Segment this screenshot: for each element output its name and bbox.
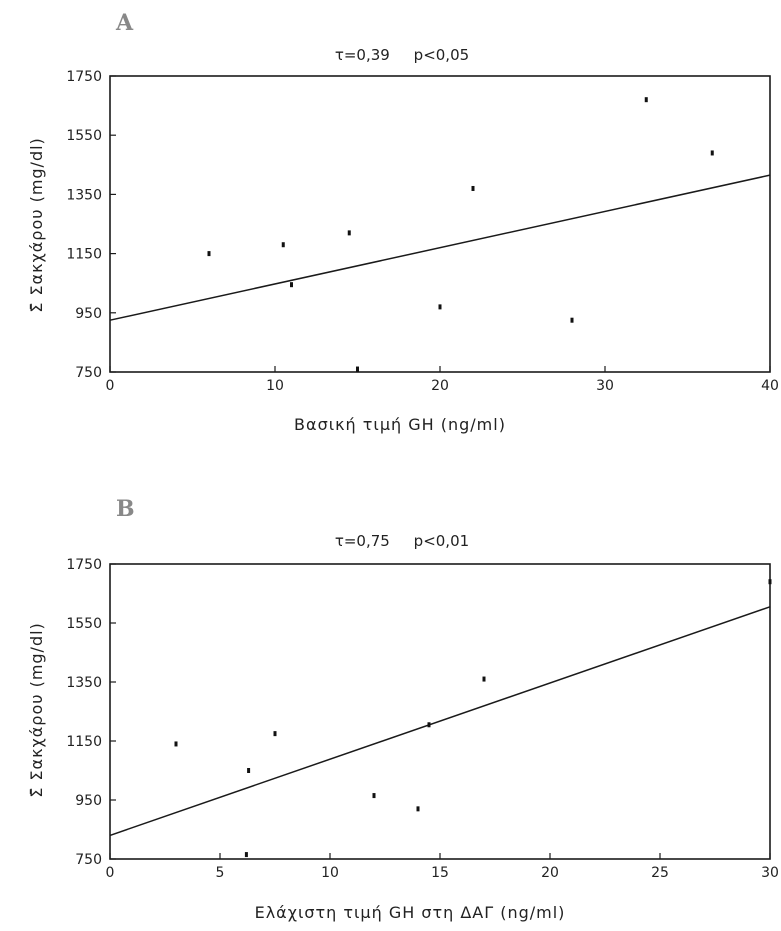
data-point-b xyxy=(416,806,420,812)
y-tick-label-b: 750 xyxy=(75,852,102,868)
plot-frame-a xyxy=(109,75,771,373)
x-tick-label-b: 25 xyxy=(651,865,669,881)
data-point-a xyxy=(570,317,574,323)
y-tick-label-b: 1550 xyxy=(66,616,102,632)
y-tick-label-b: 1750 xyxy=(66,557,102,573)
data-point-b xyxy=(427,722,431,728)
axes-b xyxy=(109,563,771,860)
regression-line-a xyxy=(109,174,771,321)
x-tick-label-b: 30 xyxy=(761,865,779,881)
data-point-b xyxy=(244,852,248,858)
x-tick-label-b: 15 xyxy=(431,865,449,881)
y-axis-label-a: Σ̄ Σακχάρου (mg/dl) xyxy=(27,137,46,313)
y-tick-label-b: 950 xyxy=(75,793,102,809)
data-point-b xyxy=(482,676,486,682)
data-point-a xyxy=(471,185,475,191)
x-axis-label-b: Ελάχιστη τιμή GH στη ΔΑΓ (ng/ml) xyxy=(255,903,566,922)
axes-a xyxy=(109,75,771,373)
panel-letter-b: B xyxy=(116,496,135,522)
x-tick-label-b: 20 xyxy=(541,865,559,881)
y-tick-label-a: 1350 xyxy=(66,187,102,203)
points-a xyxy=(207,97,714,372)
stats-b: τ=0,75 p<0,01 xyxy=(335,532,469,550)
x-axis-label-a: Βασική τιμή GH (ng/ml) xyxy=(294,415,506,434)
plot-frame-b xyxy=(109,563,771,860)
regression-line-b xyxy=(109,606,771,837)
data-point-b xyxy=(372,793,376,799)
data-point-a xyxy=(356,366,359,372)
x-tick-label-b: 5 xyxy=(216,865,225,881)
data-point-b xyxy=(768,579,772,585)
y-tick-label-a: 1150 xyxy=(66,247,102,263)
data-point-a xyxy=(438,304,442,310)
data-point-a xyxy=(347,230,351,236)
x-tick-label-a: 40 xyxy=(761,378,779,394)
panel-letter-a: A xyxy=(115,10,134,36)
data-point-b xyxy=(273,731,277,737)
points-b xyxy=(174,579,772,858)
x-tick-label-b: 10 xyxy=(321,865,339,881)
y-tick-label-a: 1550 xyxy=(66,128,102,144)
ticks-a: 0 10 20 30 40 750 950 1150 1350 1550 1750 xyxy=(66,69,779,394)
ticks-b: 0 5 10 15 20 25 30 750 950 1150 1350 1550 1750 xyxy=(66,557,779,881)
y-tick-label-b: 1350 xyxy=(66,675,102,691)
y-tick-label-a: 750 xyxy=(75,365,102,381)
x-tick-label-a: 20 xyxy=(431,378,449,394)
x-tick-label-a: 10 xyxy=(266,378,284,394)
data-point-a xyxy=(207,251,211,257)
stats-a: τ=0,39 p<0,05 xyxy=(335,46,469,64)
x-tick-label-b: 0 xyxy=(106,865,115,881)
data-point-a xyxy=(710,150,714,156)
y-axis-label-b: Σ̄ Σακχάρου (mg/dl) xyxy=(27,622,46,798)
y-tick-label-a: 1750 xyxy=(66,69,102,85)
panel-b: B τ=0,75 p<0,01 Ελάχιστη τιμή GH στη ΔΑΓ… xyxy=(27,496,779,922)
panel-a: A τ=0,39 p<0,05 Βασική τιμή GH (ng/ml) Σ… xyxy=(27,10,779,434)
x-tick-label-a: 0 xyxy=(106,378,115,394)
data-point-a xyxy=(644,97,648,103)
data-point-b xyxy=(247,768,251,773)
data-point-b xyxy=(174,741,178,747)
y-tick-label-b: 1150 xyxy=(66,734,102,750)
data-point-a xyxy=(281,242,285,248)
x-tick-label-a: 30 xyxy=(596,378,614,394)
data-point-a xyxy=(290,282,293,288)
y-tick-label-a: 950 xyxy=(75,306,102,322)
